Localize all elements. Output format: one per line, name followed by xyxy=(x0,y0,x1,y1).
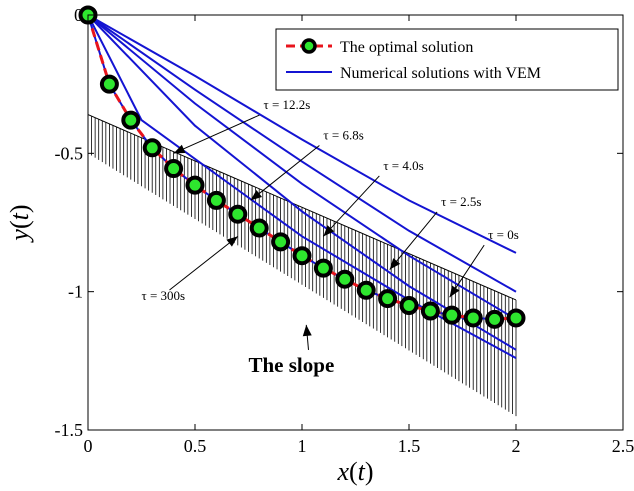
optimal-solution-marker xyxy=(485,309,505,329)
optimal-solution-marker xyxy=(292,246,312,266)
vem-series-line xyxy=(87,14,517,293)
optimal-solution-marker xyxy=(249,218,269,238)
annotation-arrow-line xyxy=(173,114,260,154)
optimal-solution-marker xyxy=(164,159,184,179)
annotation-arrow-head xyxy=(302,324,312,337)
optimal-solution-marker xyxy=(442,305,462,325)
annotation-arrow-head xyxy=(250,189,263,201)
optimal-solution-marker xyxy=(313,258,333,278)
x-tick-label: 0 xyxy=(84,436,93,456)
annotation-arrow-line xyxy=(169,235,239,291)
optimal-solution-line xyxy=(86,14,517,321)
slope-label: The slope xyxy=(249,353,335,377)
optimal-solution-marker xyxy=(228,204,248,224)
y-axis-title: y(t) xyxy=(5,204,34,243)
optimal-solution-marker xyxy=(121,110,141,130)
x-tick-label: 2.5 xyxy=(612,436,634,456)
optimal-solution-marker xyxy=(99,74,119,94)
vem-series-line xyxy=(87,14,517,321)
vem-series-line xyxy=(87,14,517,254)
annotations-group: τ = 12.2s τ = 6.8s τ = 4.0s τ = 2.5s τ = 0s τ… xyxy=(142,97,519,377)
legend-optimal-label: The optimal solution xyxy=(340,39,473,56)
vem-series-line xyxy=(87,14,517,351)
x-tick-label: 1 xyxy=(298,436,307,456)
y-tick-label: -1 xyxy=(68,282,83,302)
legend-vem-label: Numerical solutions with VEM xyxy=(340,65,541,82)
tau-label: τ = 0s xyxy=(488,227,519,242)
optimal-solution-marker xyxy=(356,280,376,300)
annotation-arrow-head xyxy=(389,258,401,270)
tau-label: τ = 4.0s xyxy=(383,158,423,173)
optimal-solution-marker xyxy=(463,308,483,328)
x-axis-title: x(t) xyxy=(336,457,373,486)
legend: The optimal solution Numerical solutions … xyxy=(275,28,619,91)
axes-group: 0 0.5 1 1.5 2 2.5 0 -0.5 -1 -1.5 x(t) y(t) xyxy=(5,5,634,486)
tau-label: τ = 12.2s xyxy=(263,97,310,112)
x-tick-label: 1.5 xyxy=(398,436,421,456)
optimal-solution-marker xyxy=(206,190,226,210)
tau-label: τ = 6.8s xyxy=(323,128,363,143)
annotation-arrow-head xyxy=(173,144,186,154)
y-tick-label: 0 xyxy=(74,5,83,25)
optimal-solution-group xyxy=(78,5,526,329)
annotation-arrow-line xyxy=(250,145,320,201)
optimal-solution-marker xyxy=(506,308,526,328)
optimal-solution-marker xyxy=(271,232,291,252)
annotation-arrow-line xyxy=(323,175,380,237)
optimal-solution-marker xyxy=(335,269,355,289)
y-tick-label: -0.5 xyxy=(55,143,84,163)
optimal-solution-marker xyxy=(185,175,205,195)
annotation-arrow-head xyxy=(226,236,238,247)
legend-optimal-marker xyxy=(301,38,317,54)
optimal-solution-marker xyxy=(142,138,162,158)
optimal-solution-marker xyxy=(378,289,398,309)
axes-box xyxy=(87,14,624,431)
tau-label: τ = 2.5s xyxy=(441,194,481,209)
tau-label: τ = 300s xyxy=(142,288,186,303)
annotation-arrow-line xyxy=(389,211,438,270)
annotation-arrow-head xyxy=(323,225,335,237)
x-tick-label: 0.5 xyxy=(184,436,207,456)
legend-box xyxy=(275,28,619,91)
y-tick-label: -1.5 xyxy=(55,420,84,440)
optimal-solution-marker xyxy=(420,301,440,321)
annotation-arrow-head xyxy=(449,285,460,298)
optimal-solution-marker xyxy=(399,296,419,315)
x-tick-label: 2 xyxy=(512,436,521,456)
